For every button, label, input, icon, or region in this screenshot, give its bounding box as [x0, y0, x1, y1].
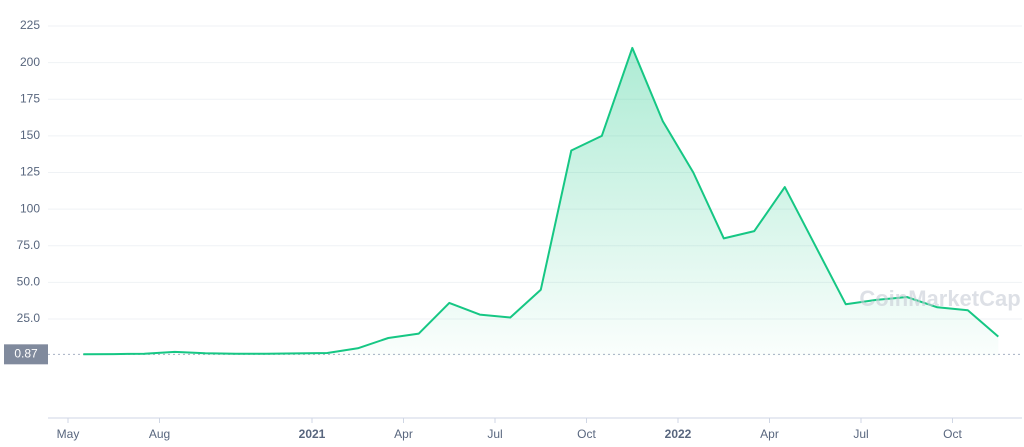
y-tick-label: 25.0 [17, 311, 41, 325]
x-tick-label: Oct [577, 427, 596, 441]
x-tick-label: May [57, 427, 80, 441]
x-tick-label: 2021 [299, 427, 326, 441]
watermark: CoinMarketCap [859, 286, 1020, 311]
y-tick-label: 125 [20, 165, 40, 179]
y-tick-label: 200 [20, 55, 40, 69]
y-tick-label: 175 [20, 91, 40, 105]
x-tick-label: Apr [394, 427, 413, 441]
x-tick-label: Jul [853, 427, 868, 441]
x-tick-label: Aug [149, 427, 170, 441]
marker-label-bg [4, 344, 48, 365]
y-tick-label: 225 [20, 18, 40, 32]
x-tick-label: 2022 [665, 427, 692, 441]
price-area [83, 47, 999, 356]
price-line [83, 46, 999, 356]
x-tick-label: Oct [943, 427, 962, 441]
y-tick-label: 150 [20, 128, 40, 142]
y-tick-label: 100 [20, 201, 40, 215]
y-tick-label: 50.0 [17, 275, 41, 289]
y-tick-label: 75.0 [17, 238, 41, 252]
x-tick-label: Apr [760, 427, 779, 441]
x-tick-label: Jul [487, 427, 502, 441]
marker-label: 0.87 [14, 346, 38, 360]
